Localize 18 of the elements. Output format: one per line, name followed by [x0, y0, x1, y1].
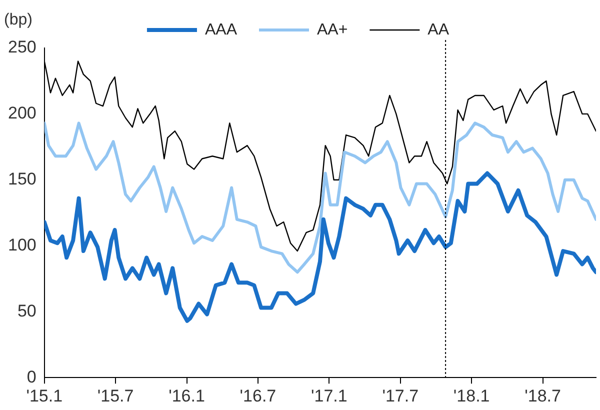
x-tick-label: '18.7 [524, 386, 561, 406]
x-tick-label: '18.1 [453, 386, 490, 406]
x-tick-label: '16.7 [240, 386, 276, 406]
x-tick-label: '17.7 [382, 386, 419, 406]
y-tick-label: 150 [8, 170, 36, 189]
x-tick-label: '15.1 [26, 386, 63, 406]
legend-label: AA [428, 21, 450, 38]
y-tick-label: 0 [26, 367, 36, 386]
x-tick-label: '16.1 [168, 386, 205, 406]
x-tick-label: '17.1 [311, 386, 348, 406]
y-axis-title: (bp) [4, 11, 32, 28]
y-tick-label: 250 [8, 38, 36, 57]
legend-label: AAA [204, 21, 238, 38]
y-tick-label: 50 [17, 301, 36, 320]
y-tick-label: 200 [8, 104, 36, 123]
y-tick-label: 100 [8, 235, 36, 254]
x-tick-label: '15.7 [97, 386, 134, 406]
legend-label: AA+ [316, 21, 348, 38]
